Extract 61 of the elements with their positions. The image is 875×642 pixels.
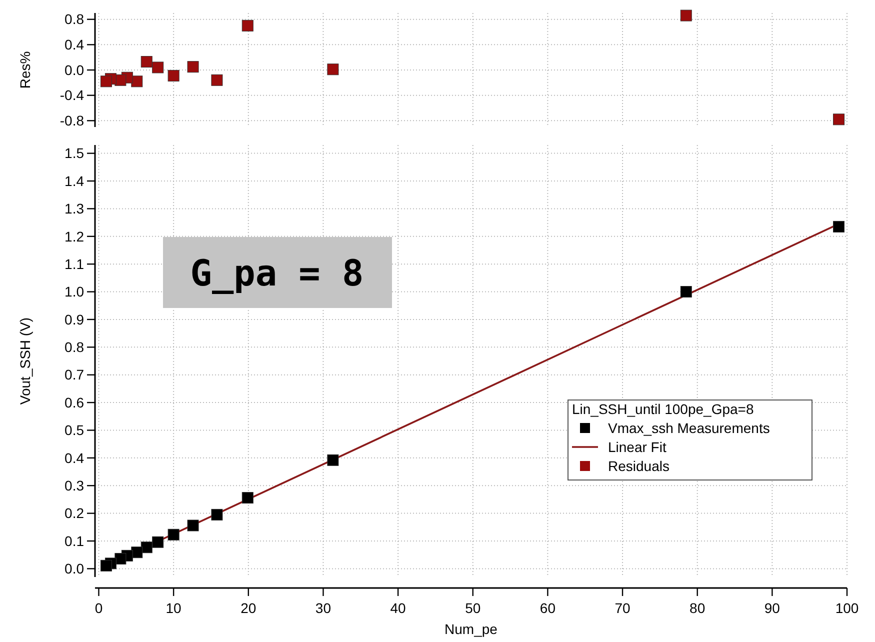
text: Residuals — [608, 458, 670, 474]
y-tick-label: 0.2 — [64, 505, 84, 522]
x-tick-label: 40 — [390, 600, 406, 616]
y-tick-label: 0.0 — [64, 560, 84, 577]
y-tick-label: 0.1 — [64, 532, 84, 549]
y-tick-label: 1.2 — [64, 228, 84, 244]
point — [187, 61, 199, 73]
point — [168, 70, 180, 82]
x-tick-label: 20 — [240, 600, 256, 616]
point — [680, 10, 692, 22]
x-tick-label: 10 — [166, 600, 182, 616]
x-tick-label: 80 — [690, 600, 706, 616]
point — [187, 520, 199, 532]
y-tick-label: 1.1 — [64, 256, 84, 272]
y-tick-label: 0.6 — [64, 394, 84, 410]
point — [242, 492, 254, 504]
point — [140, 542, 152, 554]
y-tick-label: 0.3 — [64, 478, 84, 494]
point — [327, 64, 339, 76]
x-tick-label: 70 — [614, 600, 631, 616]
point — [152, 536, 164, 548]
y-tick-label: 0.5 — [64, 422, 84, 438]
point — [211, 508, 223, 520]
point — [833, 220, 845, 232]
legend-label: Linear Fit — [608, 438, 666, 455]
y-tick-label: 0.8 — [64, 339, 84, 356]
point — [327, 454, 339, 466]
point — [100, 76, 112, 88]
point — [100, 560, 112, 572]
point — [114, 552, 126, 564]
legend-title: Lin_SSH_until 100pe_Gpa=8 — [572, 401, 754, 417]
x-tick-label: 0 — [94, 600, 103, 616]
point — [680, 286, 692, 298]
y-tick-label: 0.0 — [64, 62, 84, 78]
y-tick-label: 0.8 — [64, 11, 84, 28]
y-axis-title: Res% — [17, 51, 33, 89]
annotation: G_pa = 8 — [190, 254, 364, 295]
y-tick-label: 0.7 — [64, 366, 84, 383]
x-tick-label: 30 — [315, 600, 332, 616]
point — [140, 56, 152, 68]
point — [211, 74, 223, 86]
x-tick-label: 100 — [835, 600, 859, 616]
y-axis-title: Vout_SSH (V) — [17, 317, 33, 405]
y-tick-label: 0.9 — [64, 311, 84, 328]
legend-label: Vmax_ssh Measurements — [608, 420, 770, 436]
x-axis-title: Num_pe — [444, 621, 498, 637]
y-tick-label: 1.3 — [64, 200, 84, 217]
y-tick-label: 0.4 — [64, 36, 84, 53]
x-tick-label: 50 — [465, 600, 481, 616]
point — [833, 114, 845, 126]
point — [168, 528, 180, 540]
y-tick-label: 1.4 — [64, 172, 84, 189]
x-tick-label: 60 — [540, 600, 556, 616]
y-tick-label: -0.4 — [60, 87, 84, 104]
y-tick-label: 1.5 — [64, 145, 84, 162]
point — [152, 62, 164, 74]
y-tick-label: -0.8 — [60, 112, 84, 129]
y-tick-label: 1.0 — [64, 284, 84, 300]
y-tick-label: 0.4 — [64, 450, 84, 466]
point — [242, 20, 254, 32]
x-tick-label: 90 — [764, 600, 780, 616]
